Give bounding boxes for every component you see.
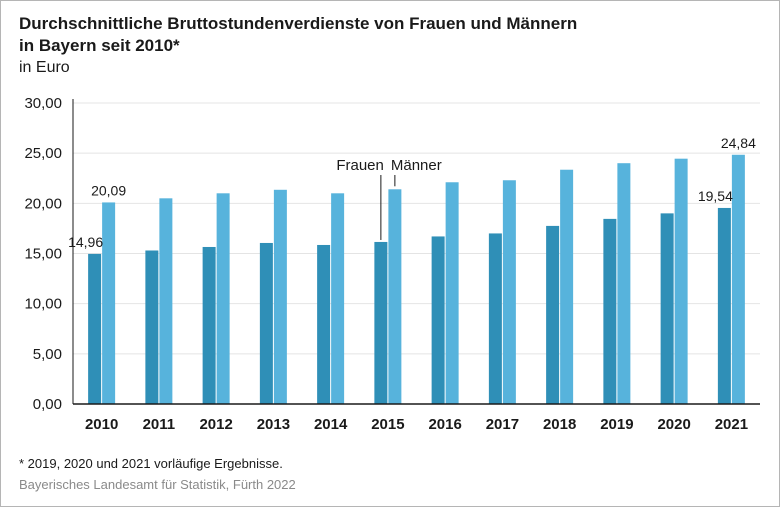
bar-maenner <box>445 182 459 404</box>
x-tick-label: 2014 <box>314 416 348 433</box>
x-tick-label: 2018 <box>543 416 576 433</box>
chart-title-line-2: in Bayern seit 2010* <box>19 36 180 55</box>
y-tick-label: 15,00 <box>24 246 62 263</box>
bar-frauen <box>374 241 388 404</box>
bar-frauen <box>259 242 273 404</box>
bar-maenner <box>388 189 402 404</box>
bar-maenner <box>159 198 173 404</box>
footnote: * 2019, 2020 und 2021 vorläufige Ergebni… <box>19 456 283 471</box>
bar-frauen <box>488 233 502 404</box>
y-tick-label: 10,00 <box>24 296 62 313</box>
data-label: 24,84 <box>721 135 756 151</box>
bar-frauen <box>660 213 674 404</box>
data-label: 14,96 <box>68 234 103 250</box>
bar-frauen <box>431 236 445 404</box>
bar-frauen <box>717 207 731 404</box>
x-tick-label: 2016 <box>428 416 461 433</box>
y-tick-label: 5,00 <box>33 346 62 363</box>
x-tick-label: 2015 <box>371 416 404 433</box>
bar-maenner <box>560 169 574 404</box>
bar-frauen <box>317 244 331 404</box>
chart-title: Durchschnittliche Bruttostundenverdienst… <box>19 13 759 57</box>
bar-frauen <box>88 253 102 404</box>
bar-maenner <box>731 154 745 404</box>
unit-label: in Euro <box>19 59 70 76</box>
legend-label-frauen: Frauen <box>336 157 384 174</box>
bar-frauen <box>546 225 560 404</box>
bar-maenner <box>674 158 688 404</box>
x-tick-label: 2021 <box>715 416 748 433</box>
y-tick-label: 0,00 <box>33 396 62 413</box>
bar-maenner <box>273 189 287 404</box>
bar-maenner <box>617 163 631 404</box>
bar-frauen <box>145 250 159 404</box>
bar-frauen <box>603 218 617 404</box>
x-tick-label: 2012 <box>199 416 232 433</box>
bar-maenner <box>102 202 116 404</box>
y-tick-label: 20,00 <box>24 195 62 212</box>
legend-label-maenner: Männer <box>391 157 442 174</box>
bar-maenner <box>331 193 345 404</box>
x-tick-label: 2019 <box>600 416 633 433</box>
data-label: 19,54 <box>698 188 733 204</box>
x-tick-label: 2017 <box>486 416 519 433</box>
x-tick-label: 2010 <box>85 416 118 433</box>
y-tick-label: 25,00 <box>24 145 62 162</box>
x-tick-label: 2011 <box>143 416 176 433</box>
x-tick-label: 2013 <box>257 416 290 433</box>
y-tick-label: 30,00 <box>24 95 62 112</box>
chart-title-line-1: Durchschnittliche Bruttostundenverdienst… <box>19 14 578 33</box>
source-note: Bayerisches Landesamt für Statistik, Für… <box>19 477 296 492</box>
data-label: 20,09 <box>91 182 126 198</box>
x-tick-label: 2020 <box>657 416 690 433</box>
bar-maenner <box>502 180 516 404</box>
bar-maenner <box>216 193 230 404</box>
bar-frauen <box>202 246 216 404</box>
